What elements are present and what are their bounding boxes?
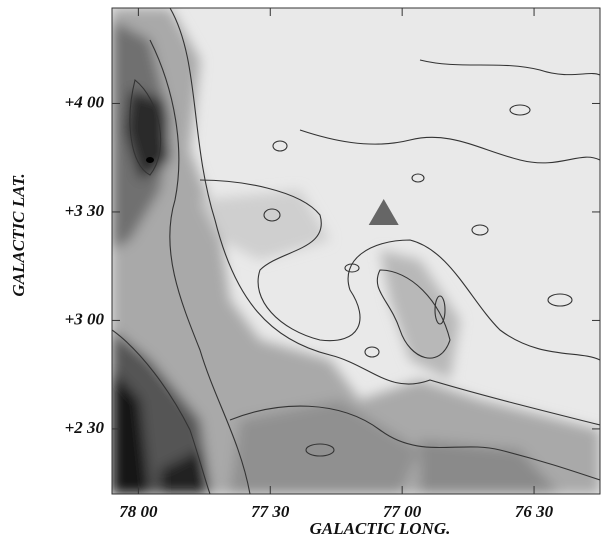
x-tick-label: 78 00	[119, 502, 158, 521]
y-axis-label: GALACTIC LAT.	[9, 173, 28, 296]
y-tick-label: +3 00	[65, 309, 105, 328]
y-tick-label: +4 00	[65, 92, 105, 111]
x-axis-label: GALACTIC LONG.	[310, 519, 451, 538]
y-tick-label: +3 30	[65, 201, 105, 220]
y-tick-label: +2 30	[65, 418, 105, 437]
x-tick-label: 76 30	[515, 502, 554, 521]
intensity-map	[112, 8, 600, 494]
x-tick-label: 77 00	[383, 502, 422, 521]
marker-triangle	[368, 199, 399, 226]
plot-frame	[111, 7, 601, 495]
x-tick-label: 77 30	[251, 502, 290, 521]
